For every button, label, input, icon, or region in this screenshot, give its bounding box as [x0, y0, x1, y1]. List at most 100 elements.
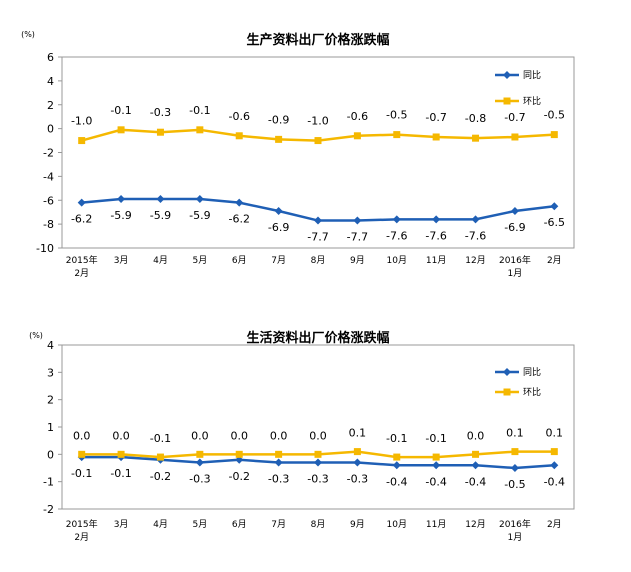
data-point-marker: [235, 132, 243, 140]
data-point-marker: [314, 216, 322, 225]
legend-label: 同比: [523, 69, 541, 81]
x-tick-label: 2月: [547, 519, 562, 530]
data-label: -6.9: [268, 221, 289, 234]
y-tick-label: 1: [47, 421, 54, 434]
y-tick-label: 6: [47, 51, 54, 64]
data-label: -0.2: [150, 470, 171, 483]
data-point-marker: [314, 458, 322, 467]
data-label: -0.3: [347, 473, 368, 486]
consumer-price-chart: 生活资料出厂价格涨跌幅 (%) -2 -1 0 1 2 3 4 2015年 2月 3月 4月 5月 6月 7月…: [29, 330, 575, 543]
data-label: -0.8: [465, 112, 486, 125]
data-label: -0.1: [110, 104, 131, 117]
data-label: -6.9: [504, 221, 525, 234]
data-label: -0.3: [150, 106, 171, 119]
chart-title: 生活资料出厂价格涨跌幅: [246, 330, 389, 346]
data-point-marker: [77, 198, 86, 207]
data-label: 0.1: [349, 427, 367, 440]
data-point-marker: [510, 464, 519, 472]
y-tick-label: 0: [47, 123, 54, 136]
data-point-marker: [432, 461, 441, 470]
x-tick-label: 6月: [232, 255, 247, 266]
data-label: -0.1: [71, 467, 92, 480]
legend-marker: [503, 97, 511, 105]
data-point-marker: [156, 453, 164, 461]
y-tick-label: -10: [36, 242, 54, 255]
data-point-marker: [510, 206, 519, 215]
x-tick-label: 7月: [271, 255, 286, 266]
data-label: -0.5: [544, 109, 565, 122]
data-point-marker: [274, 458, 283, 467]
x-tick-label: 3月: [114, 255, 129, 266]
x-tick-label: 2016年 1月: [499, 518, 531, 543]
x-tick-label: 2015年 2月: [66, 254, 98, 279]
production-price-chart: 生产资料出厂价格涨跌幅 (%) -10 -8 -6 -4 -2 0 2 4 6 2015年 2月 3月 4月…: [21, 30, 575, 279]
data-label: -0.6: [228, 110, 249, 123]
data-point-marker: [472, 450, 480, 458]
data-point-marker: [432, 215, 441, 224]
data-label: -1.0: [307, 115, 328, 128]
data-point-marker: [393, 131, 401, 139]
y-unit-label: (%): [21, 30, 35, 39]
y-tick-label: -8: [43, 218, 54, 231]
data-point-marker: [353, 458, 362, 467]
x-tick-label: 10月: [387, 519, 407, 530]
data-label: -1.0: [71, 115, 92, 128]
data-point-marker: [314, 137, 322, 145]
x-tick-label: 9月: [350, 519, 365, 530]
data-label: -0.4: [386, 475, 407, 488]
data-point-marker: [550, 461, 559, 470]
legend-label: 环比: [523, 95, 541, 107]
data-label: -0.3: [189, 473, 210, 486]
x-tick-label: 9月: [350, 255, 365, 266]
data-point-marker: [195, 458, 204, 467]
data-point-marker: [195, 195, 204, 204]
data-point-marker: [117, 195, 126, 204]
data-point-marker: [432, 453, 440, 461]
legend-marker: [503, 71, 511, 79]
data-label: -0.1: [386, 432, 407, 445]
y-tick-label: 3: [47, 366, 54, 379]
legend-marker: [503, 388, 511, 396]
x-tick-label: 11月: [426, 519, 446, 530]
data-label: -0.4: [544, 475, 565, 488]
legend-label: 同比: [523, 366, 541, 378]
data-point-marker: [550, 131, 558, 139]
data-label: -7.6: [425, 229, 446, 242]
data-point-marker: [117, 450, 125, 458]
y-tick-label: 2: [47, 99, 54, 112]
data-label: 0.0: [73, 429, 91, 442]
legend-label: 环比: [523, 386, 541, 398]
data-label: 0.0: [112, 429, 130, 442]
data-label: -0.7: [425, 111, 446, 124]
x-tick-label: 12月: [465, 519, 485, 530]
x-tick-label: 8月: [311, 255, 326, 266]
data-point-marker: [235, 455, 244, 464]
data-label: -5.9: [110, 209, 131, 222]
data-label: -7.7: [347, 231, 368, 244]
x-tick-label: 4月: [153, 255, 168, 266]
y-tick-label: 4: [47, 339, 54, 352]
data-label: -0.7: [504, 111, 525, 124]
data-point-marker: [235, 450, 243, 458]
data-point-marker: [353, 216, 362, 225]
x-tick-label: 10月: [387, 255, 407, 266]
x-tick-label: 2月: [547, 255, 562, 266]
data-point-marker: [235, 198, 244, 207]
data-label: -7.7: [307, 231, 328, 244]
data-label: -0.5: [504, 478, 525, 491]
data-label: 0.0: [309, 429, 327, 442]
data-label: -0.2: [228, 470, 249, 483]
x-tick-label: 5月: [192, 255, 207, 266]
data-label: -7.6: [386, 229, 407, 242]
data-point-marker: [314, 450, 322, 458]
y-unit-label: (%): [29, 331, 43, 340]
data-label: -7.6: [465, 229, 486, 242]
data-point-marker: [550, 202, 559, 211]
data-point-marker: [275, 450, 283, 458]
data-point-marker: [117, 126, 125, 134]
data-point-marker: [156, 128, 164, 136]
data-point-marker: [353, 448, 361, 456]
data-point-marker: [156, 195, 165, 204]
x-tick-label: 4月: [153, 519, 168, 530]
data-point-marker: [392, 461, 401, 470]
